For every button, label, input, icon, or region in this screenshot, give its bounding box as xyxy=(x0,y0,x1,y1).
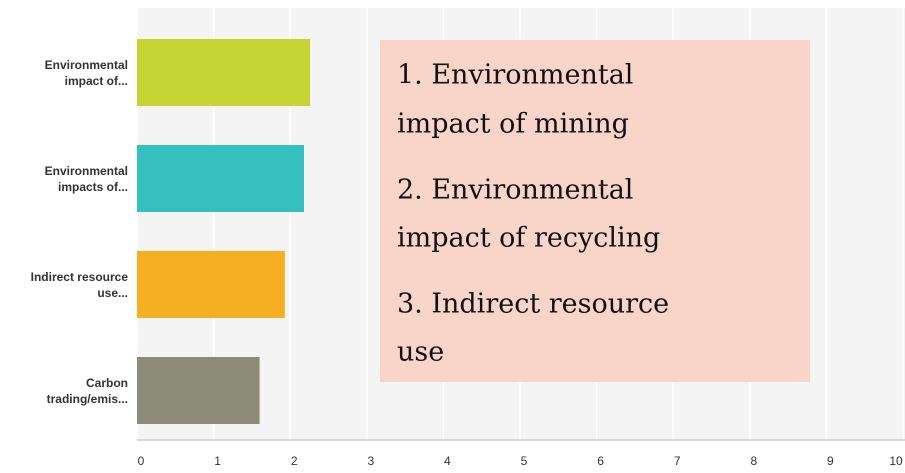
x-tick-label: 7 xyxy=(674,454,681,468)
x-tick-label: 8 xyxy=(750,454,757,468)
x-tick-label: 1 xyxy=(214,454,221,468)
x-tick-label: 10 xyxy=(889,454,903,468)
x-tick-label: 9 xyxy=(827,454,834,468)
annotation-text: 1. Environmental xyxy=(397,59,634,91)
y-tick-label: Carbon trading/emis... xyxy=(46,376,128,406)
x-tick-label: 3 xyxy=(367,454,374,468)
annotation-text: use xyxy=(397,336,445,368)
annotation-box xyxy=(380,40,810,382)
bar xyxy=(137,357,260,424)
x-tick-label: 4 xyxy=(444,454,451,468)
annotation-text: 2. Environmental xyxy=(397,174,634,206)
x-tick-label: 5 xyxy=(521,454,528,468)
y-tick-label: Environmental impact of... xyxy=(44,58,128,88)
x-tick-label: 2 xyxy=(291,454,298,468)
annotation-text: 3. Indirect resource xyxy=(397,288,670,320)
x-tick-label: 6 xyxy=(597,454,604,468)
bar xyxy=(137,251,285,318)
y-tick-label: Indirect resource use... xyxy=(30,270,128,300)
y-tick-label: Environmental impacts of... xyxy=(44,164,128,194)
bar xyxy=(137,39,311,106)
annotation-text: impact of recycling xyxy=(397,222,661,254)
bar xyxy=(137,145,304,212)
annotation-text: impact of mining xyxy=(397,108,629,140)
x-tick-label: 0 xyxy=(138,454,145,468)
